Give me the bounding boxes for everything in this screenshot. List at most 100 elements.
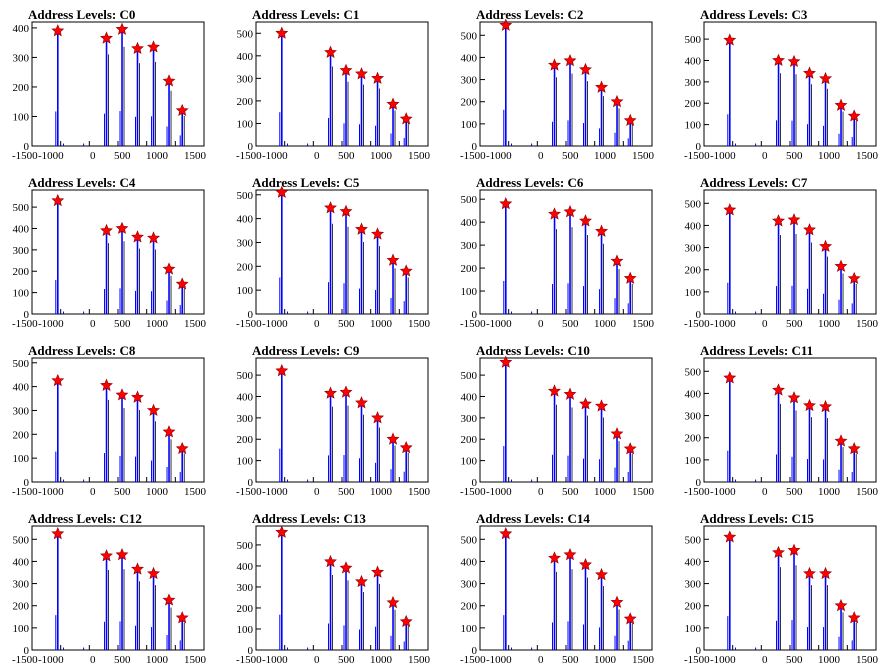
x-tick-label: 0 (762, 150, 768, 162)
x-tick-label: -1500 (236, 486, 262, 498)
level-marker (131, 230, 144, 243)
x-tick-label: -1500 (12, 486, 38, 498)
y-tick-label: 400 (237, 51, 254, 63)
level-marker (834, 259, 848, 272)
y-tick-label: 400 (461, 217, 478, 229)
y-tick-label: 100 (685, 455, 702, 467)
level-marker (548, 551, 561, 564)
level-marker (324, 386, 337, 399)
panel-c4: Address Levels: C4 0 100 200 300 400 500 -1500-… (12, 175, 207, 330)
level-marker (355, 574, 368, 588)
level-marker (386, 253, 400, 266)
level-marker (131, 390, 144, 403)
y-tick-label: 100 (461, 456, 478, 468)
level-marker (399, 614, 413, 628)
x-tick-label: -1000 (38, 150, 64, 162)
level-marker (803, 66, 816, 79)
x-tick-label: 500 (562, 150, 579, 162)
y-tick-label: 500 (461, 30, 478, 42)
y-tick-label: 300 (13, 579, 30, 591)
x-tick-label: -1500 (684, 318, 710, 330)
x-tick-label: 500 (786, 318, 803, 330)
x-tick-label: 1500 (632, 486, 655, 498)
level-marker (819, 566, 833, 580)
level-marker (175, 103, 189, 117)
level-marker (787, 543, 801, 556)
y-tick-label: 500 (461, 370, 478, 382)
x-tick-label: -1500 (684, 654, 710, 666)
level-marker (339, 561, 353, 574)
panel-title: Address Levels: C0 (28, 7, 135, 22)
x-tick-label: -1500 (684, 486, 710, 498)
level-marker (595, 399, 609, 412)
x-tick-label: 1500 (632, 318, 655, 330)
level-marker (275, 364, 289, 377)
x-tick-label: 1000 (146, 654, 169, 666)
level-marker (548, 207, 561, 220)
y-tick-label: 500 (685, 34, 702, 46)
panel-c2: Address Levels: C2 0 100 200 300 400 500 -1500-… (460, 7, 655, 162)
x-tick-label: 500 (786, 150, 803, 162)
level-marker (51, 373, 65, 387)
y-tick-label: 100 (685, 120, 702, 132)
level-marker (162, 593, 176, 606)
y-tick-label: 300 (685, 77, 702, 89)
level-marker (51, 24, 65, 37)
y-tick-label: 400 (237, 391, 254, 403)
y-tick-label: 500 (237, 28, 254, 40)
x-tick-label: -1000 (262, 486, 288, 498)
level-marker (275, 185, 289, 198)
level-marker (772, 383, 785, 396)
y-tick-label: 300 (13, 405, 30, 417)
level-marker (175, 277, 189, 290)
x-tick-label: 1000 (594, 654, 617, 666)
y-tick-label: 400 (13, 556, 30, 568)
panel-title: Address Levels: C8 (28, 343, 136, 358)
x-tick-label: 0 (314, 486, 320, 498)
y-tick-label: 400 (237, 214, 254, 226)
panel-title: Address Levels: C12 (28, 511, 142, 526)
level-marker (819, 71, 833, 85)
y-tick-label: 300 (685, 579, 702, 591)
level-marker (386, 595, 400, 609)
level-marker (548, 384, 561, 397)
x-tick-label: 1000 (818, 486, 841, 498)
level-marker (399, 441, 413, 454)
x-tick-label: 1000 (146, 318, 169, 330)
level-marker (610, 427, 624, 440)
x-tick-label: -1000 (486, 318, 512, 330)
y-tick-label: 100 (237, 118, 254, 130)
level-marker (115, 221, 129, 234)
level-marker (371, 227, 385, 240)
y-tick-label: 500 (685, 366, 702, 378)
x-tick-label: 500 (338, 654, 355, 666)
level-marker (787, 213, 801, 226)
x-tick-label: 1500 (632, 654, 655, 666)
level-marker (847, 442, 861, 455)
y-tick-label: 400 (461, 52, 478, 64)
level-marker (339, 63, 353, 76)
y-tick-label: 400 (685, 220, 702, 232)
level-marker (723, 203, 737, 216)
x-tick-label: 500 (114, 318, 131, 330)
level-marker (563, 54, 577, 67)
x-tick-label: -1500 (236, 318, 262, 330)
y-tick-label: 200 (13, 429, 30, 441)
y-tick-label: 400 (13, 223, 30, 235)
level-marker (175, 611, 189, 624)
x-tick-label: 1000 (370, 654, 393, 666)
y-tick-label: 500 (13, 358, 30, 370)
level-marker (772, 214, 785, 227)
y-tick-label: 100 (13, 111, 30, 123)
level-marker (563, 548, 577, 561)
level-marker (548, 58, 561, 71)
y-tick-label: 0 (696, 645, 702, 657)
y-tick-label: 200 (461, 263, 478, 275)
y-tick-label: 300 (13, 245, 30, 257)
x-tick-label: -1000 (710, 150, 736, 162)
level-marker (100, 31, 113, 44)
level-marker (595, 224, 609, 237)
level-marker (147, 403, 161, 416)
y-tick-label: 200 (237, 434, 254, 446)
